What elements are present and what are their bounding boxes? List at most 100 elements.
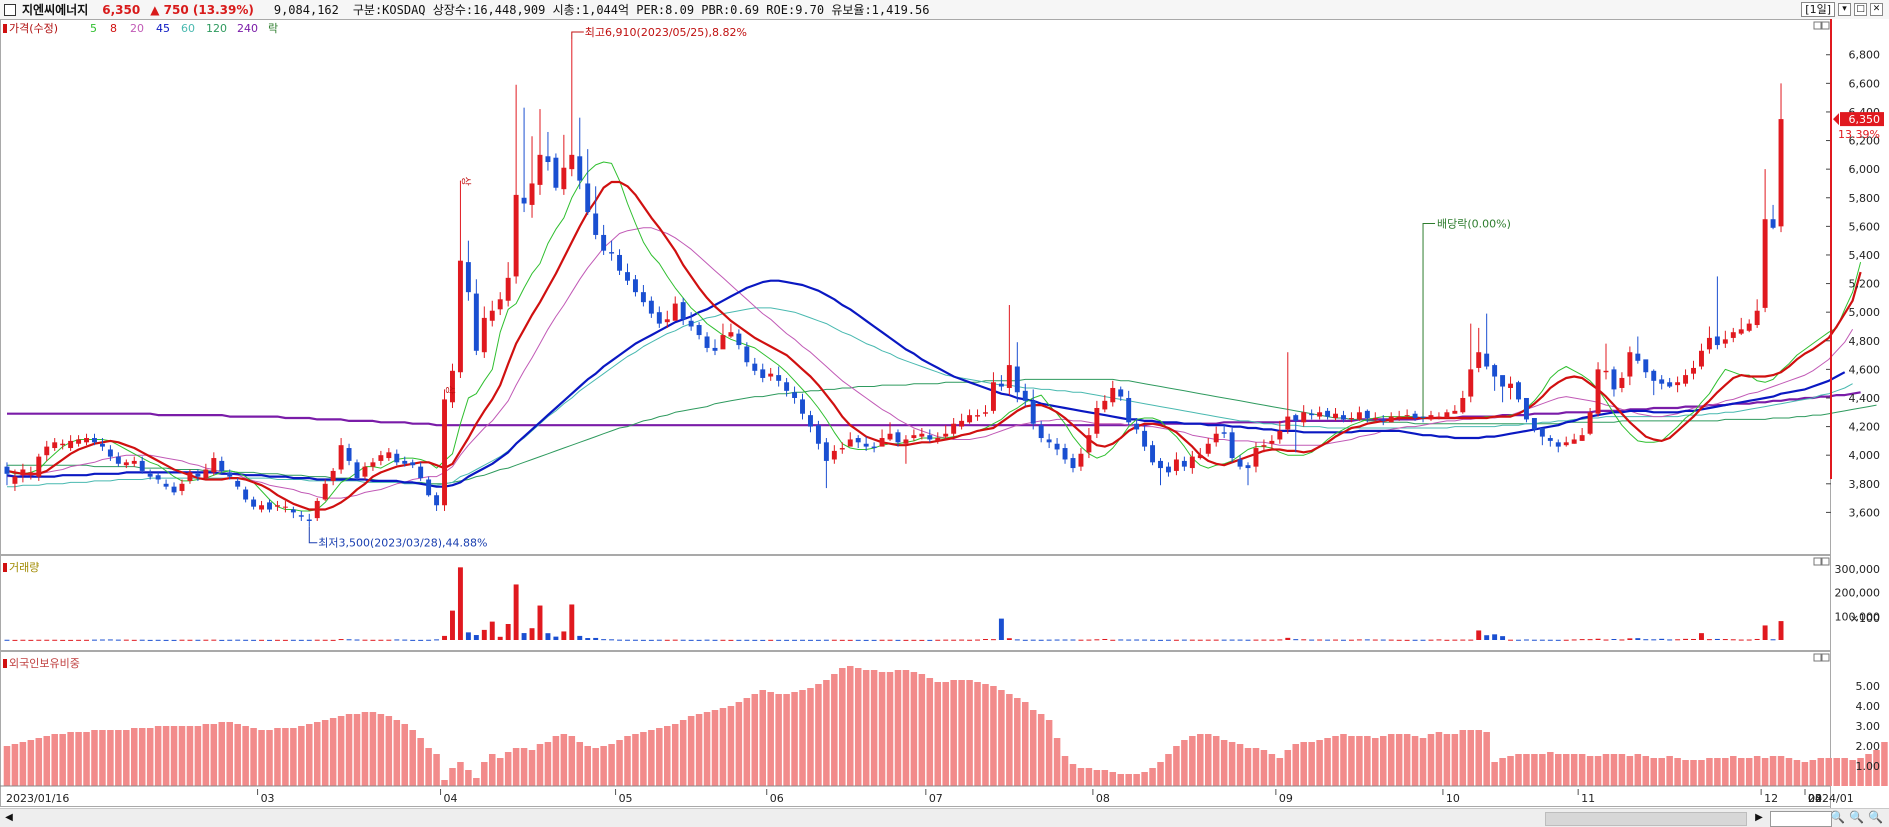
- foreign-bar: [1403, 734, 1411, 786]
- price-tick-label: 6,800: [1849, 49, 1881, 62]
- volume-bar: [60, 639, 66, 641]
- foreign-bar: [632, 734, 639, 786]
- foreign-bar: [1364, 736, 1371, 786]
- volume-bar: [911, 639, 917, 641]
- candle-body: [1722, 339, 1728, 344]
- foreign-bar: [592, 748, 599, 786]
- candle: [251, 496, 257, 510]
- period-selector[interactable]: [1일]: [1801, 2, 1835, 17]
- candle: [617, 249, 623, 275]
- foreign-bar: [1753, 756, 1761, 786]
- foreign-bar: [608, 744, 615, 786]
- panel-maximize-button[interactable]: [1813, 557, 1822, 566]
- candle: [1643, 359, 1649, 378]
- foreign-bar: [425, 748, 432, 786]
- foreign-bar: [1833, 758, 1840, 786]
- candle: [1523, 397, 1529, 423]
- candle-body: [330, 470, 336, 481]
- candle-body: [839, 448, 845, 450]
- volume-bar: [736, 639, 742, 641]
- panel-maximize-button[interactable]: [1813, 653, 1822, 662]
- window-controls: [1일] ▾ □ ✕: [1801, 2, 1883, 17]
- zoom-out-icon[interactable]: 🔍: [1849, 810, 1865, 824]
- zoom-slider[interactable]: [1770, 811, 1832, 827]
- candle-body: [1611, 369, 1617, 390]
- candle: [171, 482, 177, 496]
- volume-bar: [1285, 637, 1291, 640]
- candle: [887, 422, 893, 441]
- volume-bar: [195, 639, 201, 641]
- candle-body: [1460, 397, 1466, 413]
- scroll-left-arrow[interactable]: ◀: [5, 812, 13, 823]
- candle: [282, 500, 288, 513]
- candle: [919, 428, 925, 440]
- candle-body: [211, 458, 217, 473]
- volume-bar: [601, 639, 607, 641]
- candle-body: [227, 472, 233, 477]
- foreign-bar: [1793, 760, 1801, 786]
- foreign-bar: [600, 746, 607, 786]
- scroll-right-arrow[interactable]: ▶: [1755, 812, 1763, 823]
- volume-bar: [1563, 639, 1569, 641]
- candle: [736, 329, 742, 350]
- close-button[interactable]: ✕: [1870, 3, 1883, 16]
- panel-close-button[interactable]: [1821, 21, 1830, 30]
- chart-scrollbar[interactable]: ◀ ▶ 🔍 🔍 🔍: [0, 808, 1889, 827]
- foreign-bar: [1228, 742, 1236, 786]
- foreign-bar: [759, 690, 766, 786]
- scroll-thumb[interactable]: [1545, 812, 1747, 826]
- foreign-bar: [695, 714, 703, 786]
- panel-close-button[interactable]: [1821, 653, 1830, 662]
- candle-body: [1341, 415, 1346, 420]
- foreign-bar: [1204, 734, 1212, 786]
- stock-chart[interactable]: 가격(수정) 5 8 20 45 60 120 240 락 거래량 외국인보유비…: [0, 19, 1889, 808]
- candle: [354, 459, 360, 481]
- volume-bar: [656, 639, 662, 641]
- foreign-bar: [1467, 730, 1475, 786]
- candle-body: [1754, 310, 1760, 326]
- candle-body: [1778, 119, 1784, 227]
- candle-body: [990, 382, 996, 411]
- candle-body: [1197, 455, 1203, 459]
- candle-body: [1643, 359, 1649, 373]
- volume-bar: [1317, 639, 1323, 641]
- foreign-bar: [1022, 702, 1029, 786]
- stock-checkbox[interactable]: [4, 3, 16, 16]
- candle: [1516, 380, 1521, 403]
- panel-close-button[interactable]: [1821, 557, 1830, 566]
- low-annotation: 최저3,500(2023/03/28),44.88%: [318, 537, 487, 550]
- candle-body: [744, 346, 750, 363]
- foreign-bar: [465, 770, 472, 786]
- candle: [815, 420, 821, 450]
- candle: [68, 435, 74, 451]
- volume-bar: [28, 639, 34, 641]
- candle-body: [1054, 443, 1060, 450]
- high-pointer: [571, 31, 584, 40]
- volume-bar: [959, 639, 965, 641]
- foreign-bar: [1737, 758, 1745, 786]
- maximize-button[interactable]: □: [1854, 3, 1867, 16]
- foreign-bar: [274, 728, 281, 786]
- volume-bar: [1006, 638, 1012, 640]
- candle: [1309, 409, 1315, 420]
- candle: [1667, 377, 1673, 388]
- candle: [728, 323, 734, 338]
- volume-bar: [1778, 621, 1784, 640]
- zoom-in-icon[interactable]: 🔍: [1830, 810, 1846, 824]
- volume-bar: [1396, 639, 1402, 641]
- candle-body: [306, 519, 312, 521]
- volume-bar: [625, 639, 630, 641]
- candle: [1134, 418, 1140, 434]
- foreign-bar: [154, 726, 162, 786]
- candle-body: [195, 473, 201, 477]
- candle-body: [251, 499, 257, 507]
- candle-body: [20, 469, 26, 476]
- volume-bar: [99, 639, 105, 641]
- volume-bar: [593, 637, 599, 640]
- volume-bar: [1309, 639, 1315, 641]
- zoom-reset-icon[interactable]: 🔍: [1868, 810, 1883, 824]
- candle: [1492, 363, 1498, 391]
- volume-bar: [1237, 639, 1243, 641]
- panel-maximize-button[interactable]: [1813, 21, 1822, 30]
- dropdown-button[interactable]: ▾: [1838, 3, 1851, 16]
